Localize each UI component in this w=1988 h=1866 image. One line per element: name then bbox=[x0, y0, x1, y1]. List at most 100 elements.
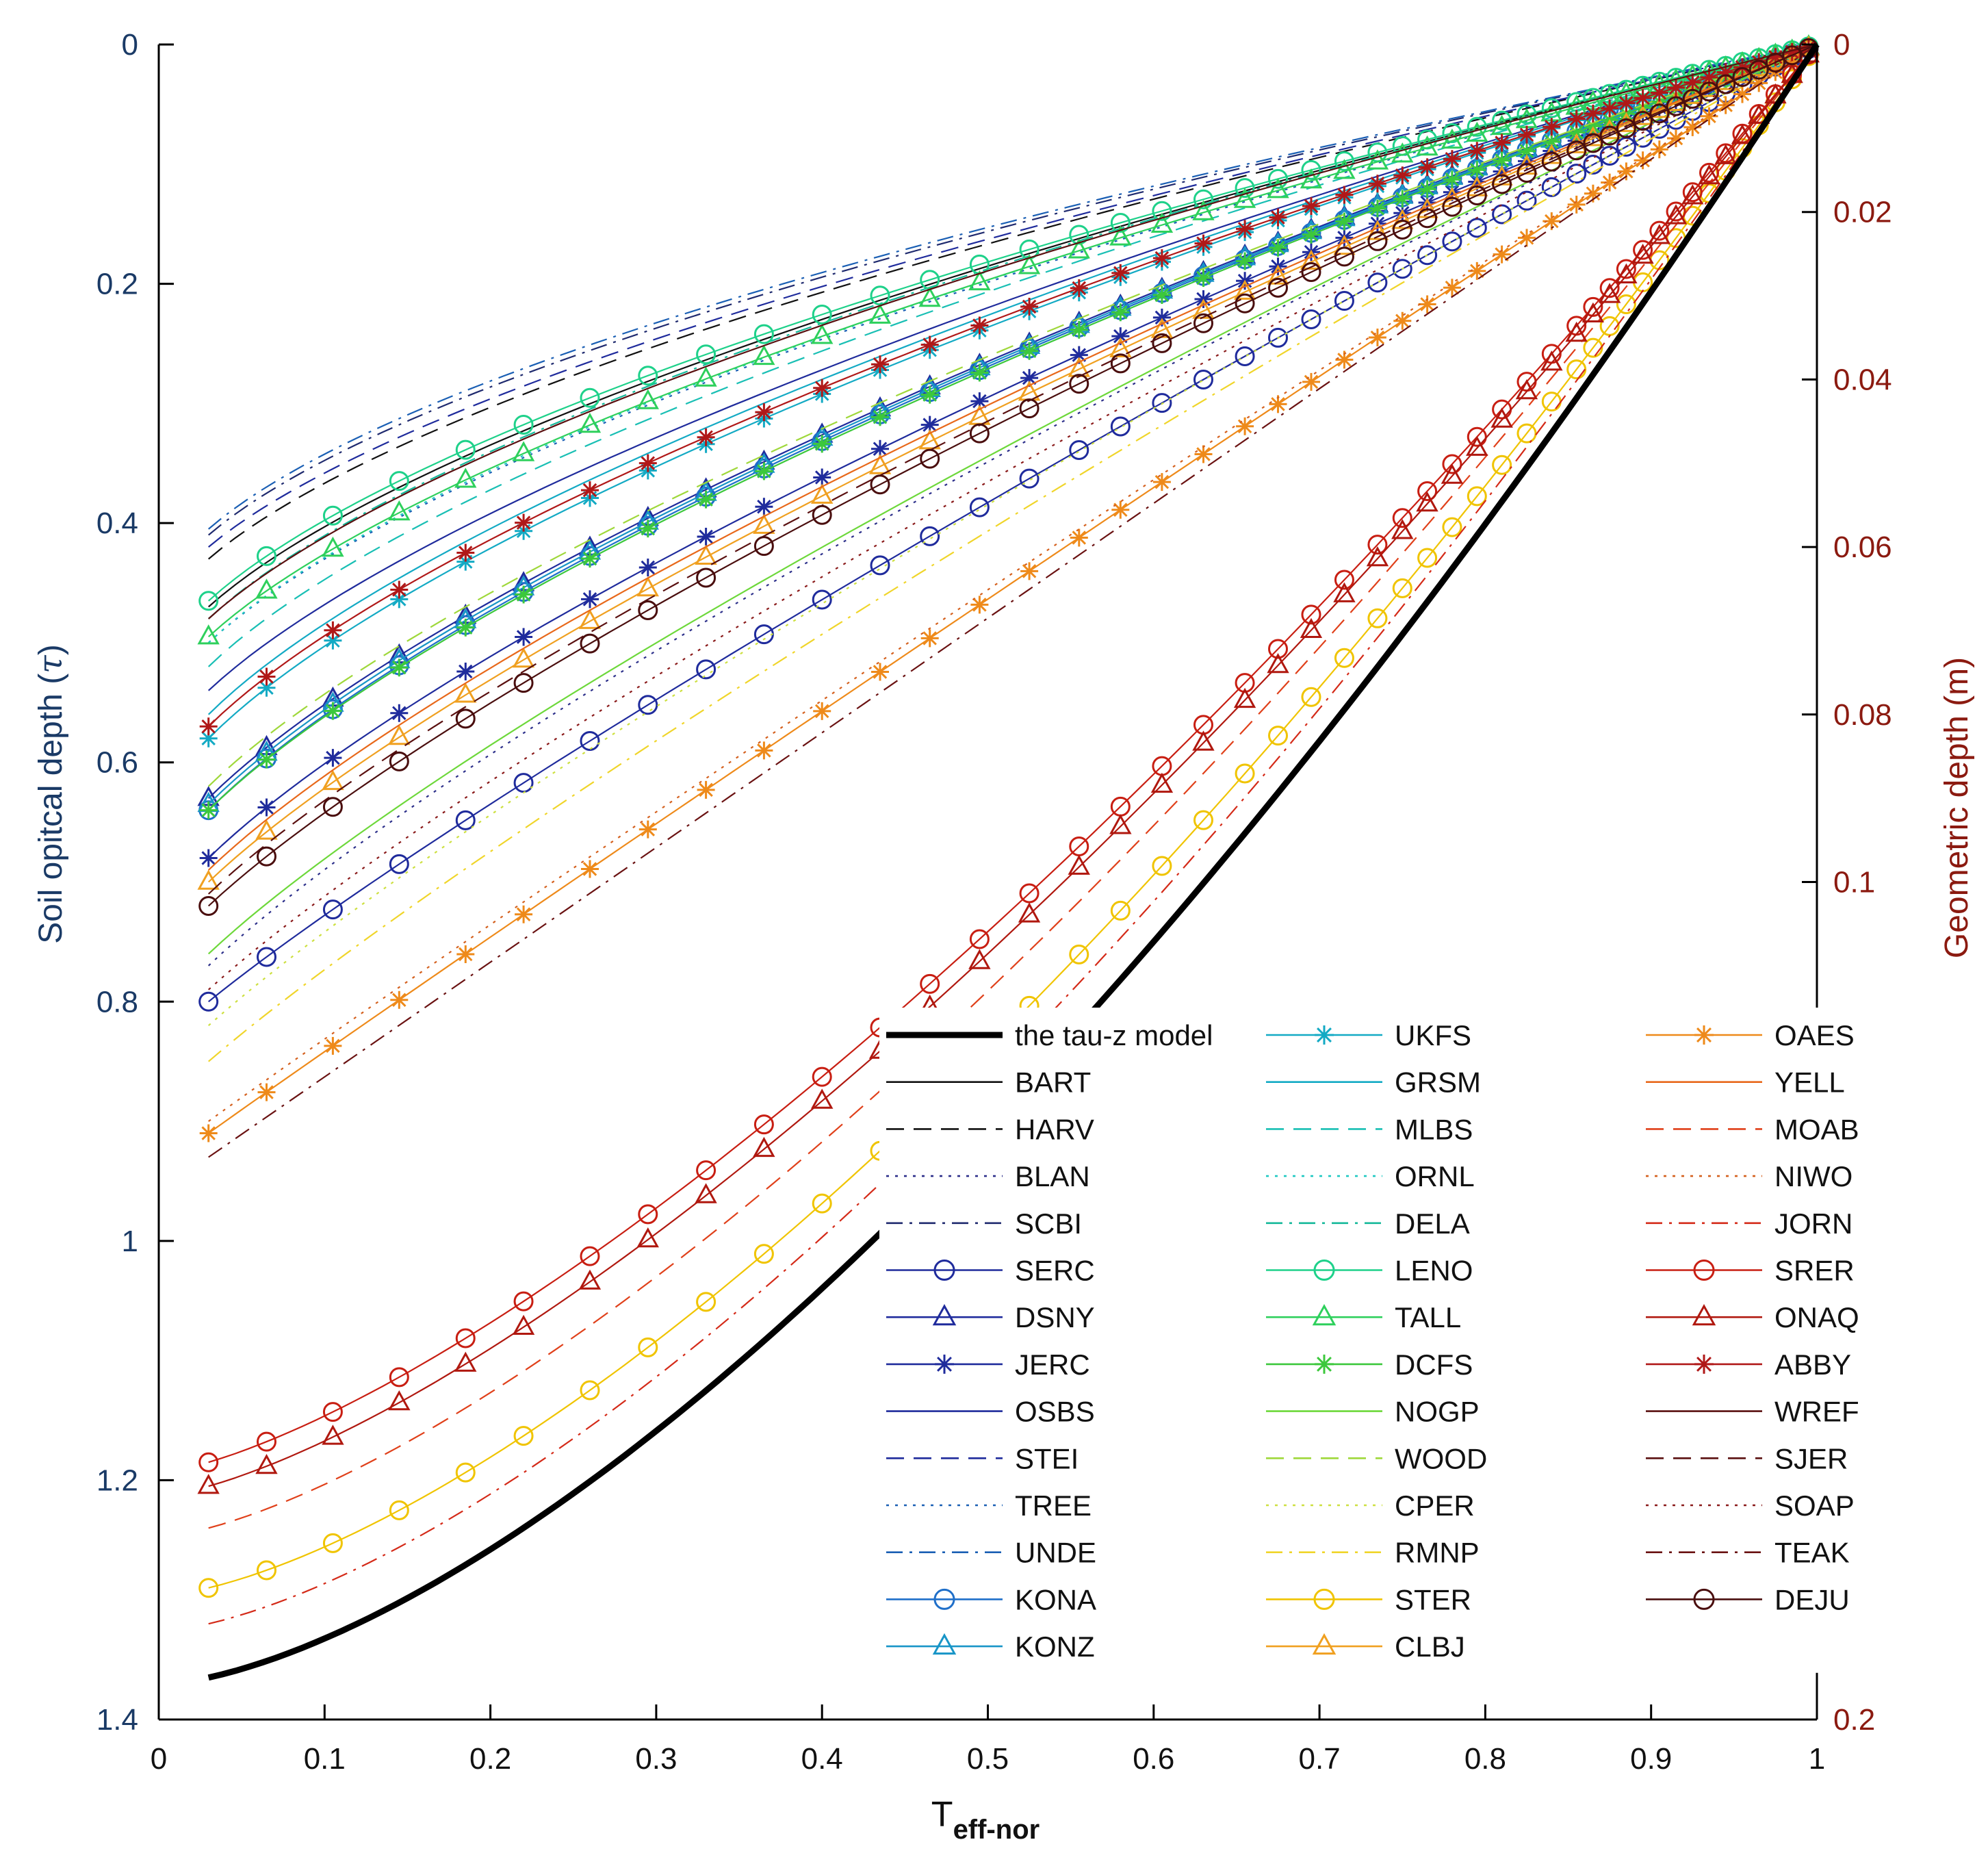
data-point-leno bbox=[1235, 178, 1255, 199]
data-point-tall bbox=[1416, 135, 1438, 156]
data-point-srer bbox=[1268, 639, 1289, 659]
data-point-deju bbox=[1748, 60, 1769, 80]
legend-marker bbox=[1693, 1260, 1715, 1281]
data-point-onaq bbox=[1233, 687, 1256, 708]
data-point-abby bbox=[1683, 73, 1702, 92]
data-point-deju bbox=[198, 895, 219, 916]
data-point-srer bbox=[638, 1204, 658, 1225]
data-point-dcfs bbox=[1302, 225, 1320, 244]
data-point-abby bbox=[1750, 53, 1768, 71]
data-point-serc bbox=[1417, 245, 1438, 266]
legend-label: DEJU bbox=[1774, 1583, 1850, 1615]
data-point-jerc bbox=[755, 498, 773, 516]
series-line-rmnp bbox=[207, 44, 1818, 1062]
data-point-tall bbox=[810, 324, 834, 344]
data-point-deju bbox=[1334, 246, 1354, 267]
data-point-deju bbox=[920, 448, 940, 469]
data-point-ster bbox=[1616, 294, 1636, 315]
data-point-onaq bbox=[1565, 321, 1588, 342]
data-point-abby bbox=[920, 335, 939, 354]
data-point-serc bbox=[1599, 145, 1620, 166]
data-point-abby bbox=[1584, 104, 1602, 123]
data-point-abby bbox=[1070, 279, 1088, 297]
legend-label: CLBJ bbox=[1395, 1631, 1465, 1663]
data-point-tall bbox=[695, 366, 717, 387]
data-point-onaq bbox=[1615, 263, 1638, 283]
legend-marker bbox=[1694, 1354, 1714, 1374]
data-point-onaq bbox=[1192, 730, 1215, 751]
data-point-srer bbox=[1467, 426, 1487, 447]
data-point-onaq bbox=[810, 1088, 834, 1109]
legend-item-clbj: CLBJ bbox=[1266, 1631, 1465, 1663]
data-point-serc bbox=[870, 555, 890, 576]
data-point-tall bbox=[1391, 142, 1414, 163]
data-point-tall bbox=[454, 468, 477, 488]
legend-item-dela: DELA bbox=[1266, 1207, 1470, 1240]
data-point-serc bbox=[1392, 259, 1412, 279]
data-point-serc bbox=[1268, 327, 1289, 348]
series-dcfs bbox=[199, 38, 1818, 819]
x-tick-label: 0.4 bbox=[801, 1742, 843, 1776]
y-right-tick-label: 0.04 bbox=[1833, 363, 1892, 396]
data-point-jerc bbox=[456, 663, 475, 680]
data-point-abby bbox=[1716, 63, 1735, 81]
data-point-ukfs bbox=[456, 552, 475, 571]
series-nogp bbox=[207, 44, 1818, 955]
data-point-oaes bbox=[1733, 85, 1751, 103]
data-point-oaes bbox=[1335, 350, 1354, 369]
data-point-dcfs bbox=[1070, 320, 1088, 339]
data-point-leno bbox=[1152, 201, 1172, 221]
data-point-jerc bbox=[324, 749, 342, 767]
data-point-tall bbox=[1192, 200, 1215, 220]
data-point-srer bbox=[812, 1066, 832, 1087]
series-oaes bbox=[199, 41, 1818, 1142]
data-point-oaes bbox=[1468, 261, 1486, 280]
legend-label: SJER bbox=[1774, 1442, 1848, 1474]
data-point-onaq bbox=[695, 1183, 717, 1203]
legend-marker bbox=[1312, 1633, 1337, 1655]
series-line-cper bbox=[207, 44, 1818, 1027]
data-point-ukfs bbox=[199, 729, 218, 747]
data-point-dcfs bbox=[1518, 142, 1536, 160]
data-point-dcfs bbox=[1542, 133, 1561, 151]
data-point-clbj bbox=[695, 544, 717, 565]
data-point-deju bbox=[1699, 81, 1720, 102]
data-point-deju bbox=[580, 633, 600, 654]
data-point-oaes bbox=[1020, 562, 1039, 580]
legend-marker bbox=[1694, 1025, 1714, 1045]
data-point-abby bbox=[1518, 125, 1536, 144]
series-moab bbox=[208, 44, 1818, 1529]
data-point-ster bbox=[322, 1533, 343, 1553]
data-point-oaes bbox=[1716, 96, 1735, 114]
data-point-jerc bbox=[1493, 162, 1511, 181]
data-point-ster bbox=[638, 1337, 658, 1357]
data-point-deju bbox=[1442, 196, 1462, 217]
data-point-oaes bbox=[1368, 329, 1386, 346]
y-left-tick-label: 0.8 bbox=[96, 985, 138, 1019]
legend-label: OAES bbox=[1774, 1019, 1855, 1051]
data-point-serc bbox=[256, 947, 276, 967]
data-point-clbj bbox=[197, 869, 220, 890]
data-point-serc bbox=[1492, 204, 1512, 225]
data-point-tall bbox=[1233, 188, 1256, 208]
data-point-tall bbox=[322, 536, 344, 557]
y-right-tick-label: 0 bbox=[1833, 28, 1850, 62]
legend-item-dsny: DSNY bbox=[886, 1301, 1095, 1333]
legend-item-harv: HARV bbox=[886, 1113, 1094, 1145]
legend-marker bbox=[1692, 1303, 1716, 1326]
data-point-abby bbox=[1650, 84, 1668, 102]
data-point-jerc bbox=[813, 468, 831, 487]
data-point-onaq bbox=[1540, 350, 1563, 371]
series-jerc bbox=[199, 38, 1818, 867]
series-line-unde bbox=[207, 43, 1818, 530]
data-point-clbj bbox=[753, 513, 775, 534]
data-point-abby bbox=[1111, 264, 1130, 282]
data-point-oaes bbox=[1518, 229, 1536, 247]
data-point-deju bbox=[1367, 231, 1388, 251]
data-point-ster bbox=[1069, 944, 1089, 964]
data-point-dcfs bbox=[390, 659, 409, 677]
data-point-onaq bbox=[1747, 103, 1770, 124]
data-point-onaq bbox=[753, 1136, 775, 1158]
series-rmnp bbox=[207, 44, 1818, 1062]
